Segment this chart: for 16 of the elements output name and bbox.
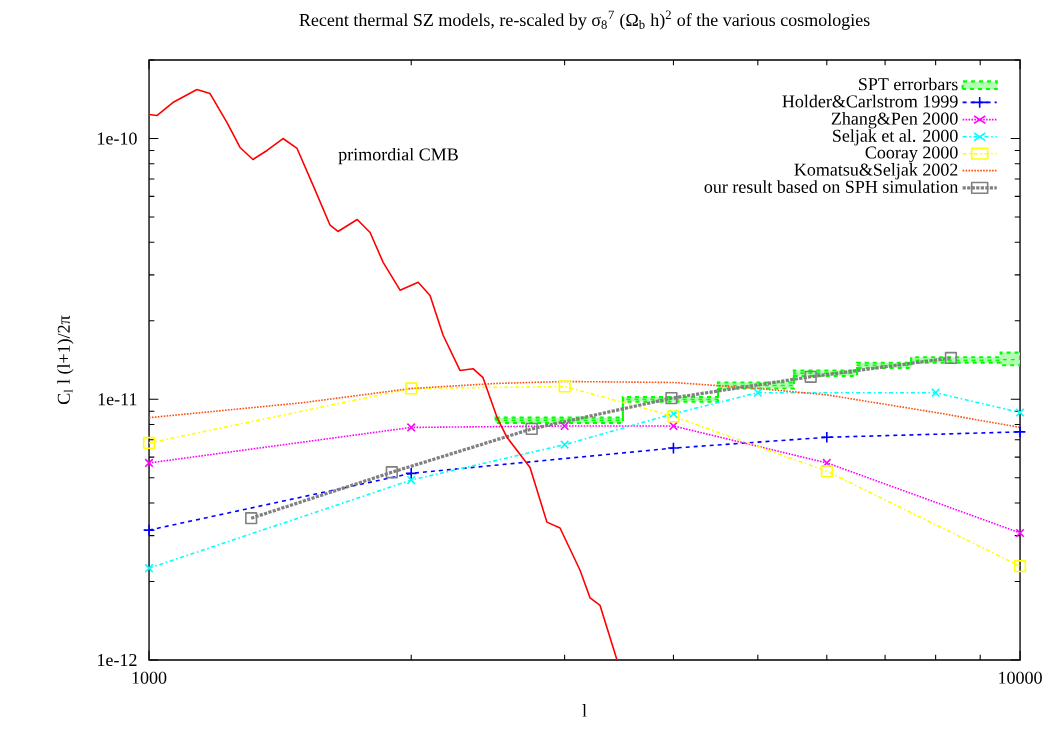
chart-title: Recent thermal SZ models, re-scaled by σ$_{8}$$^{7}$ (Ω$_{b}$ h)$^{2}$ of the various cosmologies xyxy=(299,10,870,30)
legend-label: Zhang&Pen 2000 xyxy=(831,112,958,129)
legend-label: our result based on SPH simulation xyxy=(704,180,959,193)
legend-label: Holder&Carlstrom 1999 xyxy=(782,94,958,108)
y-tick-label: 1e-11 xyxy=(98,393,137,406)
x-axis-title: l xyxy=(582,704,587,717)
annotation: primordial CMB xyxy=(338,147,458,165)
y-tick-label: 1e-12 xyxy=(98,653,137,667)
legend-label: Komatsu&Seljak 2002 xyxy=(794,163,958,180)
legend-label: Cooray 2000 xyxy=(865,146,958,163)
legend-label: SPT errorbars xyxy=(859,77,958,91)
x-tick-label: 10000 xyxy=(999,671,1042,684)
y-axis-title: C$_{l}$ l (l+1)/2π xyxy=(57,315,74,405)
x-tick-label: 1000 xyxy=(132,671,167,684)
legend-label: Seljak et al. 2000 xyxy=(833,129,958,146)
y-tick-label: 1e-10 xyxy=(98,132,137,145)
